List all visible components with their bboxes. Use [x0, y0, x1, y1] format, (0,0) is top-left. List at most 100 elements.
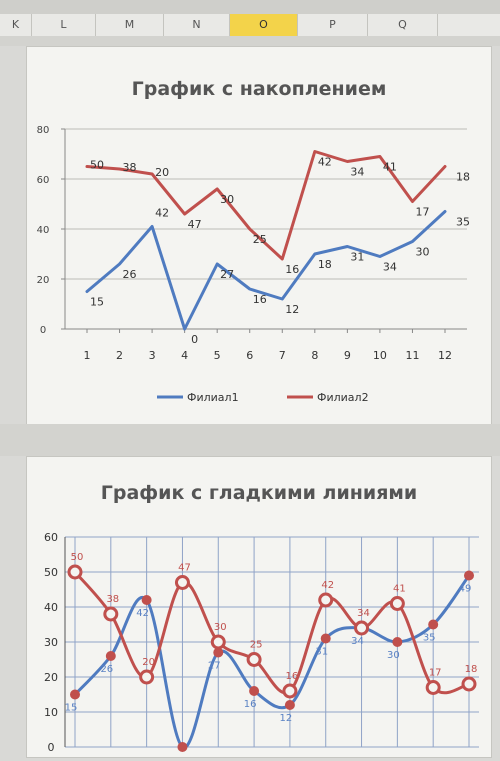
series-line-2 [73, 571, 470, 695]
data-label: 30 [415, 246, 429, 259]
data-label: 26 [123, 268, 137, 281]
data-label: 12 [285, 303, 299, 316]
data-label: 15 [65, 703, 78, 714]
x-tick-label: 12 [438, 349, 452, 362]
data-label: 50 [90, 159, 104, 172]
data-label: 0 [191, 333, 198, 346]
data-label: 31 [315, 647, 328, 658]
column-header-n[interactable]: N [164, 14, 230, 36]
y-tick-label: 40 [44, 601, 58, 614]
data-label: 16 [253, 293, 267, 306]
x-tick-label: 9 [344, 349, 351, 362]
chart-2[interactable]: График с гладкими линиями 0 10 20 30 40 50 60 1… [26, 456, 492, 758]
data-label: 35 [456, 216, 470, 229]
data-label: 49 [459, 584, 472, 595]
y-tick-label: 0 [48, 741, 55, 754]
marker-filial2 [389, 596, 405, 611]
legend-label-2: Филиал2 [317, 391, 369, 404]
y-tick-label: 20 [44, 671, 58, 684]
x-tick-label: 7 [279, 349, 286, 362]
data-label: 35 [423, 633, 436, 644]
x-tick-label: 10 [373, 349, 387, 362]
data-label: 30 [387, 650, 400, 661]
marker-filial2 [461, 676, 477, 692]
column-header-k[interactable]: K [0, 14, 32, 36]
marker-filial2 [354, 620, 370, 636]
data-label: 16 [286, 671, 299, 682]
data-label: 27 [208, 661, 221, 672]
marker-filial2 [67, 564, 83, 580]
data-label: 18 [456, 171, 470, 184]
data-label: 25 [250, 640, 263, 651]
data-label: 27 [220, 268, 234, 281]
marker-filial1 [249, 686, 260, 696]
x-tick-label: 6 [246, 349, 253, 362]
legend-label-1: Филиал1 [187, 391, 239, 404]
data-label: 26 [100, 664, 113, 675]
x-tick-label: 2 [116, 349, 123, 362]
data-label: 16 [244, 699, 257, 710]
data-label: 30 [220, 193, 234, 206]
x-tick-label: 5 [214, 349, 221, 362]
data-label: 42 [318, 156, 332, 169]
marker-filial2 [318, 592, 334, 608]
marker-filial1 [464, 570, 474, 581]
top-strip [0, 0, 500, 14]
series-line-1 [85, 210, 447, 331]
sheet-gap-2 [0, 424, 500, 456]
marker-filial1 [177, 742, 188, 752]
data-label: 38 [123, 161, 137, 174]
data-label: 47 [178, 563, 191, 574]
y-tick-label: 60 [37, 175, 50, 186]
marker-filial1 [141, 595, 152, 605]
y-tick-label: 10 [44, 706, 58, 719]
x-tick-label: 8 [311, 349, 318, 362]
data-label: 20 [155, 166, 169, 179]
chart-2-svg: График с гладкими линиями 0 10 20 30 40 50 60 1… [44, 482, 479, 754]
sheet-gap [0, 36, 500, 46]
y-tick-label: 20 [37, 275, 50, 286]
data-label: 50 [71, 552, 84, 563]
marker-filial2 [103, 606, 119, 622]
data-label: 34 [357, 608, 370, 619]
marker-filial2 [282, 683, 298, 699]
y-tick-label: 0 [40, 325, 46, 336]
y-tick-label: 80 [37, 125, 50, 136]
data-label: 18 [465, 664, 478, 675]
chart-2-title: График с гладкими линиями [101, 482, 417, 504]
column-header-m[interactable]: M [96, 14, 164, 36]
series-line-2 [85, 150, 447, 261]
y-tick-label: 30 [44, 636, 58, 649]
data-label: 15 [90, 296, 104, 309]
data-label: 41 [383, 161, 397, 174]
x-tick-label: 1 [84, 349, 91, 362]
column-header-p[interactable]: P [298, 14, 368, 36]
marker-filial2 [425, 680, 441, 695]
data-label: 20 [142, 657, 155, 668]
data-label: 31 [350, 251, 364, 264]
y-tick-label: 50 [44, 566, 58, 579]
data-label: 38 [106, 594, 119, 605]
x-tick-label: 4 [181, 349, 188, 362]
data-label: 41 [393, 584, 406, 595]
data-label: 30 [214, 622, 227, 633]
marker-filial2 [139, 669, 155, 685]
y-tick-label: 60 [44, 531, 58, 544]
data-label: 17 [429, 668, 442, 679]
marker-filial2 [246, 652, 262, 667]
column-header-l[interactable]: L [32, 14, 96, 36]
chart-1[interactable]: График с накоплением 0 20 40 60 80 1 2 3 4 5 6 7 8 9 1… [26, 46, 492, 426]
marker-filial1 [70, 689, 80, 700]
y-tick-label: 40 [37, 225, 50, 236]
marker-filial1 [105, 651, 116, 661]
column-header-q[interactable]: Q [368, 14, 438, 36]
marker-filial1 [320, 633, 331, 644]
chart-1-title: График с накоплением [132, 78, 387, 100]
marker-filial1 [284, 700, 295, 710]
data-label: 42 [155, 207, 169, 220]
marker-filial1 [392, 637, 403, 647]
data-label: 42 [136, 608, 149, 619]
column-header-o[interactable]: O [230, 14, 298, 36]
